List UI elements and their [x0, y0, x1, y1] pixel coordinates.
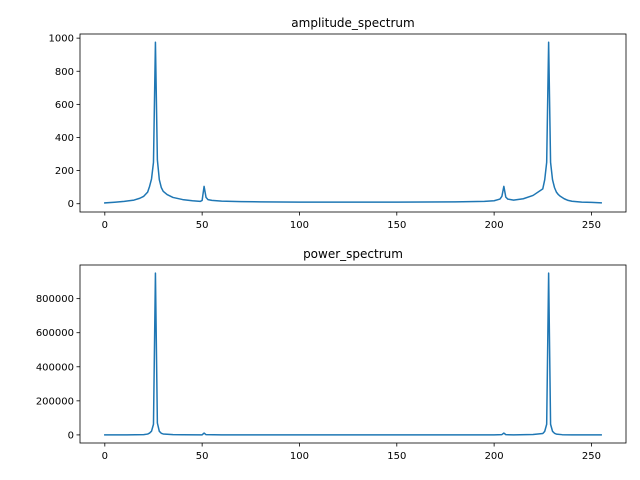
y-tick-label: 0 — [68, 430, 74, 441]
series-line — [104, 41, 602, 204]
chart-title: power_spectrum — [303, 247, 403, 261]
y-tick-label: 400 — [55, 133, 74, 144]
y-tick-label: 0 — [68, 199, 74, 210]
y-tick-label: 1000 — [49, 34, 74, 45]
x-tick-label: 200 — [485, 220, 504, 231]
x-tick-label: 0 — [102, 220, 108, 231]
x-tick-label: 50 — [196, 451, 209, 462]
y-tick-label: 400000 — [36, 362, 74, 373]
y-tick-label: 200 — [55, 166, 74, 177]
x-tick-label: 150 — [387, 451, 406, 462]
x-tick-label: 50 — [196, 220, 209, 231]
y-tick-label: 200000 — [36, 396, 74, 407]
y-tick-label: 600 — [55, 100, 74, 111]
x-tick-label: 100 — [290, 451, 309, 462]
power-spectrum-panel: 0 50 100 150 200 250 0 200000 400000 600000 800000… — [36, 247, 627, 462]
x-tick-label: 150 — [387, 220, 406, 231]
series-line — [104, 272, 602, 436]
chart-title: amplitude_spectrum — [291, 16, 414, 30]
x-tick-label: 0 — [102, 451, 108, 462]
x-tick-label: 100 — [290, 220, 309, 231]
amplitude-spectrum-panel: 0 50 100 150 200 250 0 200 400 600 800 1000 amplitud… — [49, 16, 627, 231]
y-tick-label: 600000 — [36, 328, 74, 339]
x-tick-label: 250 — [582, 451, 601, 462]
y-tick-label: 800 — [55, 67, 74, 78]
axes-frame — [79, 264, 627, 444]
axes-frame — [79, 33, 627, 213]
x-tick-label: 200 — [485, 451, 504, 462]
x-tick-label: 250 — [582, 220, 601, 231]
y-tick-label: 800000 — [36, 294, 74, 305]
